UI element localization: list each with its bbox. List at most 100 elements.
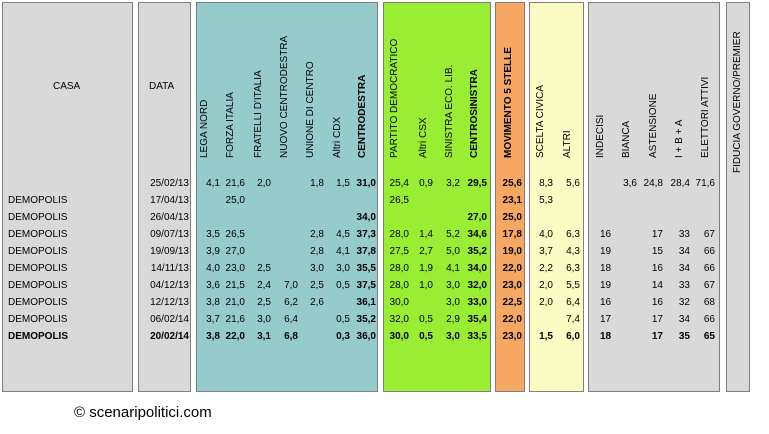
cell-alt: 6,3: [566, 229, 580, 240]
cell-ind: 16: [600, 297, 612, 308]
cell-ind: 17: [600, 314, 612, 325]
cell-ind: 19: [600, 246, 612, 257]
cell-ea: 67: [703, 229, 715, 240]
cell-alt: 7,4: [566, 314, 580, 325]
cell-acsx: 0,5: [419, 314, 433, 325]
cell-iba: 28,4: [670, 178, 690, 189]
cell-ast: 16: [651, 297, 663, 308]
cell-cdx: 34,0: [356, 212, 376, 223]
cell-fi: 27,0: [225, 246, 245, 257]
cell-ln: 3,8: [206, 331, 220, 342]
cell-pd: 30,0: [389, 297, 409, 308]
cell-udc: 3,0: [310, 263, 324, 274]
cell-data: 06/02/14: [150, 314, 189, 325]
cell-ln: 3,6: [206, 280, 220, 291]
table-row: DEMOPOLIS 04/12/13 3,6 21,5 2,4 7,0 2,5 0,5 37,5…: [0, 277, 769, 294]
cell-fdi: 3,0: [257, 314, 271, 325]
table-row: DEMOPOLIS 17/04/13 25,0 26,5 23,1 5,3: [0, 192, 769, 209]
table-row: DEMOPOLIS 06/02/14 3,7 21,6 3,0 6,4 0,5 35,2 32,…: [0, 311, 769, 328]
cell-ind: 16: [600, 229, 612, 240]
header-forza-italia: FORZA ITALIA: [225, 92, 236, 158]
cell-fdi: 2,5: [257, 263, 271, 274]
cell-ncd: 7,0: [284, 280, 298, 291]
cell-alt: 6,0: [566, 331, 580, 342]
cell-acsx: 0,5: [419, 331, 433, 342]
cell-acdx: 0,5: [336, 314, 350, 325]
cell-ind: 18: [600, 263, 612, 274]
header-sinistra-eco-lib: SINISTRA ECO. LIB.: [444, 64, 455, 158]
table-row: DEMOPOLIS 09/07/13 3,5 26,5 2,8 4,5 37,3 28,0 1,…: [0, 226, 769, 243]
header-data: DATA: [149, 81, 175, 92]
header-lega-nord: LEGA NORD: [199, 99, 210, 158]
header-nuovo-centrodestra: NUOVO CENTRODESTRA: [279, 35, 290, 158]
table-row: 25/02/13 4,1 21,6 2,0 1,8 1,5 31,0 25,4 0,9 3,2 29…: [0, 175, 769, 192]
cell-iba: 32: [678, 297, 690, 308]
cell-fi: 21,0: [225, 297, 245, 308]
cell-ast: 24,8: [643, 178, 663, 189]
cell-data: 12/12/13: [150, 297, 189, 308]
cell-ea: 65: [703, 331, 715, 342]
cell-m5s: 17,8: [502, 229, 522, 240]
cell-cdx: 35,2: [356, 314, 376, 325]
cell-fdi: 2,0: [257, 178, 271, 189]
cell-sc: 8,3: [539, 178, 553, 189]
cell-m5s: 25,0: [502, 212, 522, 223]
table-row: DEMOPOLIS 19/09/13 3,9 27,0 2,8 4,1 37,8 27,5 2,…: [0, 243, 769, 260]
cell-fdi: 3,1: [257, 331, 271, 342]
cell-ln: 3,5: [206, 229, 220, 240]
cell-data: 20/02/14: [150, 331, 189, 342]
cell-acdx: 4,5: [336, 229, 350, 240]
cell-m5s: 23,1: [502, 195, 522, 206]
cell-sc: 3,7: [539, 246, 553, 257]
cell-alt: 5,6: [566, 178, 580, 189]
cell-udc: 2,6: [310, 297, 324, 308]
cell-casa: DEMOPOLIS: [8, 280, 68, 291]
cell-sel: 2,9: [446, 314, 460, 325]
cell-ast: 14: [651, 280, 663, 291]
cell-alt: 5,5: [566, 280, 580, 291]
fiducia-panel: [726, 2, 750, 392]
cell-csx: 35,4: [467, 314, 487, 325]
cell-sel: 4,1: [446, 263, 460, 274]
cell-fi: 25,0: [225, 195, 245, 206]
cell-ea: 66: [703, 314, 715, 325]
table-row: DEMOPOLIS 14/11/13 4,0 23,0 2,5 3,0 3,0 35,5 28,…: [0, 260, 769, 277]
cell-acsx: 2,7: [419, 246, 433, 257]
cell-ast: 16: [651, 263, 663, 274]
cell-m5s: 22,0: [502, 314, 522, 325]
cell-casa: DEMOPOLIS: [8, 263, 68, 274]
cell-m5s: 19,0: [502, 246, 522, 257]
cell-casa: DEMOPOLIS: [8, 331, 69, 342]
cell-m5s: 22,5: [502, 297, 522, 308]
header-bianca: BIANCA: [621, 120, 632, 158]
cell-pd: 28,0: [389, 263, 409, 274]
cell-sc: 2,2: [539, 263, 553, 274]
header-partito-democratico: PARTITO DEMOCRATICO: [389, 38, 400, 158]
cell-cdx: 35,5: [356, 263, 376, 274]
cell-cdx: 37,5: [356, 280, 376, 291]
cell-csx: 33,0: [467, 297, 487, 308]
cell-udc: 1,8: [310, 178, 324, 189]
cell-csx: 29,5: [467, 178, 487, 189]
cell-pd: 28,0: [389, 229, 409, 240]
header-centrosinistra: CENTROSINISTRA: [469, 69, 480, 158]
cell-m5s: 23,0: [502, 331, 522, 342]
cell-fi: 21,6: [225, 314, 245, 325]
table-row: DEMOPOLIS 26/04/13 34,0 27,0 25,0: [0, 209, 769, 226]
cell-data: 04/12/13: [150, 280, 189, 291]
cell-iba: 33: [678, 280, 690, 291]
cell-cdx: 36,1: [356, 297, 376, 308]
cell-bia: 3,6: [623, 178, 637, 189]
cell-ast: 17: [651, 314, 663, 325]
cell-ln: 4,1: [206, 178, 220, 189]
cell-sc: 4,0: [539, 229, 553, 240]
header-elettori-attivi: ELETTORI ATTIVI: [700, 76, 711, 158]
cell-acsx: 1,9: [419, 263, 433, 274]
cell-csx: 27,0: [467, 212, 487, 223]
cell-fdi: 2,5: [257, 297, 271, 308]
cell-ln: 3,8: [206, 297, 220, 308]
cell-csx: 32,0: [467, 280, 487, 291]
cell-acsx: 1,0: [419, 280, 433, 291]
cell-ln: 3,9: [206, 246, 220, 257]
cell-fi: 22,0: [225, 331, 245, 342]
